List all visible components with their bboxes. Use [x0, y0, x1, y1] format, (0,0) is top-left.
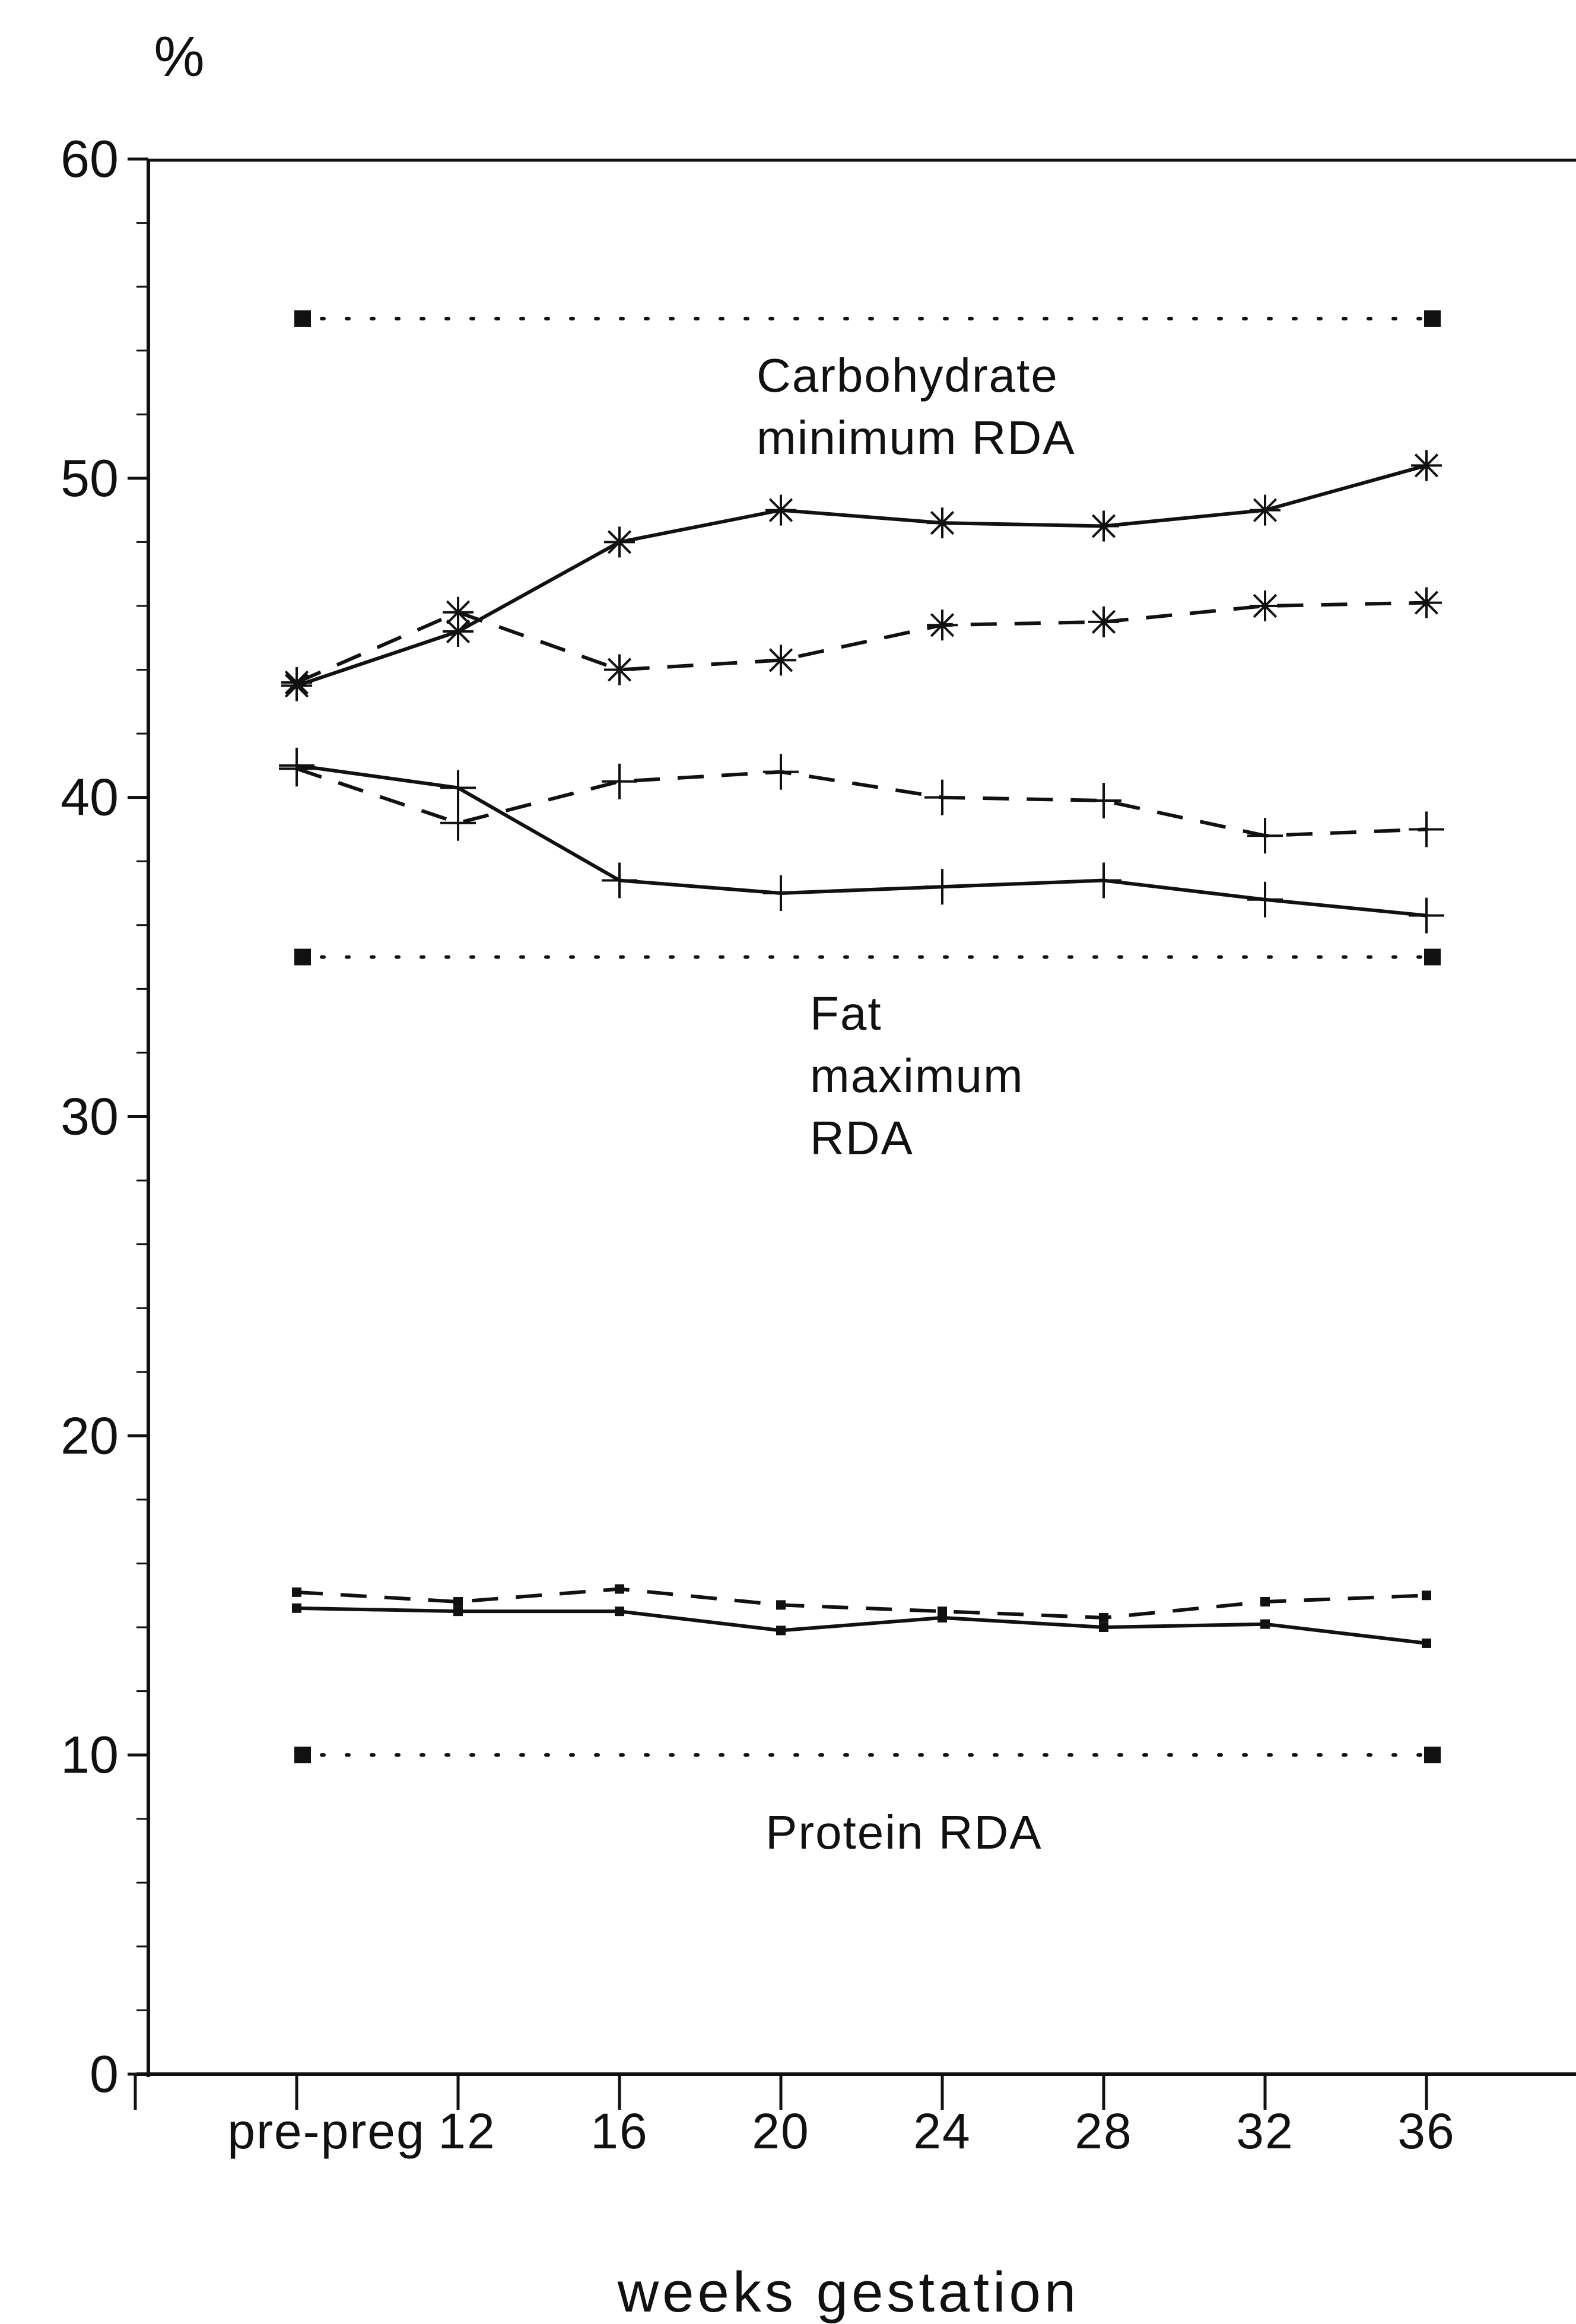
- x-tick-label: 24: [913, 2103, 971, 2159]
- asterisk-marker-stroke: [930, 613, 955, 637]
- rda-label: minimum RDA: [757, 411, 1076, 464]
- square-marker: [453, 1607, 463, 1617]
- square-marker: [776, 1625, 786, 1636]
- rda-end-marker: [294, 310, 311, 327]
- y-tick-label: 10: [61, 1725, 119, 1784]
- x-tick-label: 28: [1075, 2103, 1132, 2159]
- rda-end-marker: [1424, 948, 1441, 966]
- series-line: [296, 463, 1427, 688]
- y-axis-label: %: [154, 25, 208, 88]
- x-tick-label: 20: [752, 2103, 809, 2159]
- rda-label: RDA: [810, 1112, 914, 1164]
- square-marker: [1260, 1619, 1270, 1629]
- y-tick-label: 0: [90, 2044, 119, 2103]
- y-tick-label: 60: [61, 129, 119, 188]
- asterisk-marker-stroke: [446, 600, 471, 624]
- rda-label: Carbohydrate: [757, 349, 1059, 402]
- data-series: [281, 450, 1442, 701]
- square-marker: [292, 1587, 301, 1597]
- rda-end-marker: [1424, 310, 1441, 327]
- x-axis-label: weeks gestation: [617, 2260, 1079, 2324]
- asterisk-marker-stroke: [1253, 593, 1278, 618]
- square-marker: [938, 1607, 947, 1617]
- asterisk-marker-stroke: [1414, 453, 1439, 478]
- asterisk-marker-stroke: [930, 510, 955, 535]
- square-marker: [1260, 1597, 1270, 1607]
- rda-end-marker: [294, 1747, 311, 1764]
- x-tick-label: 12: [438, 2103, 495, 2159]
- y-axis-ticks: 0 10 20 30 40 50 60: [61, 129, 148, 2103]
- asterisk-marker-stroke: [1091, 514, 1116, 538]
- x-tick-label: 16: [590, 2103, 648, 2159]
- y-tick-label: 50: [61, 449, 119, 507]
- square-marker: [292, 1603, 301, 1613]
- series-line: [296, 601, 1427, 684]
- data-series: [279, 747, 1444, 934]
- asterisk-marker-stroke: [768, 498, 793, 522]
- data-series: [292, 1584, 1431, 1623]
- square-marker: [1099, 1612, 1108, 1623]
- x-tick-label: pre-preg: [227, 2103, 425, 2159]
- square-marker: [776, 1600, 786, 1610]
- data-series: [279, 751, 1444, 854]
- series-line: [296, 763, 1427, 917]
- reference-lines: Carbohydrate minimum RDA Fat maximum RDA Prot…: [294, 310, 1441, 1859]
- square-marker: [615, 1607, 624, 1617]
- asterisk-marker-stroke: [607, 658, 632, 682]
- asterisk-marker-stroke: [284, 670, 309, 695]
- asterisk-marker-stroke: [1091, 609, 1116, 634]
- square-marker: [1099, 1623, 1108, 1633]
- series-group: [279, 450, 1444, 1648]
- series-line: [296, 1606, 1427, 1645]
- asterisk-marker-stroke: [1414, 590, 1439, 615]
- rda-end-marker: [294, 948, 311, 966]
- asterisk-marker-stroke: [607, 530, 632, 554]
- data-series: [281, 587, 1442, 699]
- rda-end-marker: [1424, 1747, 1441, 1764]
- rda-label: Fat: [810, 987, 882, 1040]
- y-tick-label: 20: [61, 1406, 119, 1465]
- asterisk-marker-stroke: [446, 619, 471, 644]
- data-series: [292, 1603, 1431, 1648]
- square-marker: [615, 1584, 624, 1594]
- x-tick-label: 36: [1397, 2103, 1455, 2159]
- x-tick-label: 32: [1236, 2103, 1294, 2159]
- series-line: [296, 767, 1427, 838]
- square-marker: [453, 1597, 463, 1607]
- square-marker: [1422, 1638, 1431, 1648]
- x-axis-ticks: pre-preg 12 16 20 24 28 32 36: [134, 2074, 1455, 2159]
- asterisk-marker-stroke: [768, 648, 793, 672]
- square-marker: [1422, 1590, 1431, 1601]
- rda-label: maximum: [810, 1049, 1024, 1102]
- rda-label: Protein RDA: [765, 1806, 1043, 1859]
- y-tick-label: 40: [61, 768, 119, 827]
- y-tick-label: 30: [61, 1087, 119, 1146]
- series-line: [296, 1587, 1427, 1620]
- asterisk-marker-stroke: [1253, 498, 1278, 522]
